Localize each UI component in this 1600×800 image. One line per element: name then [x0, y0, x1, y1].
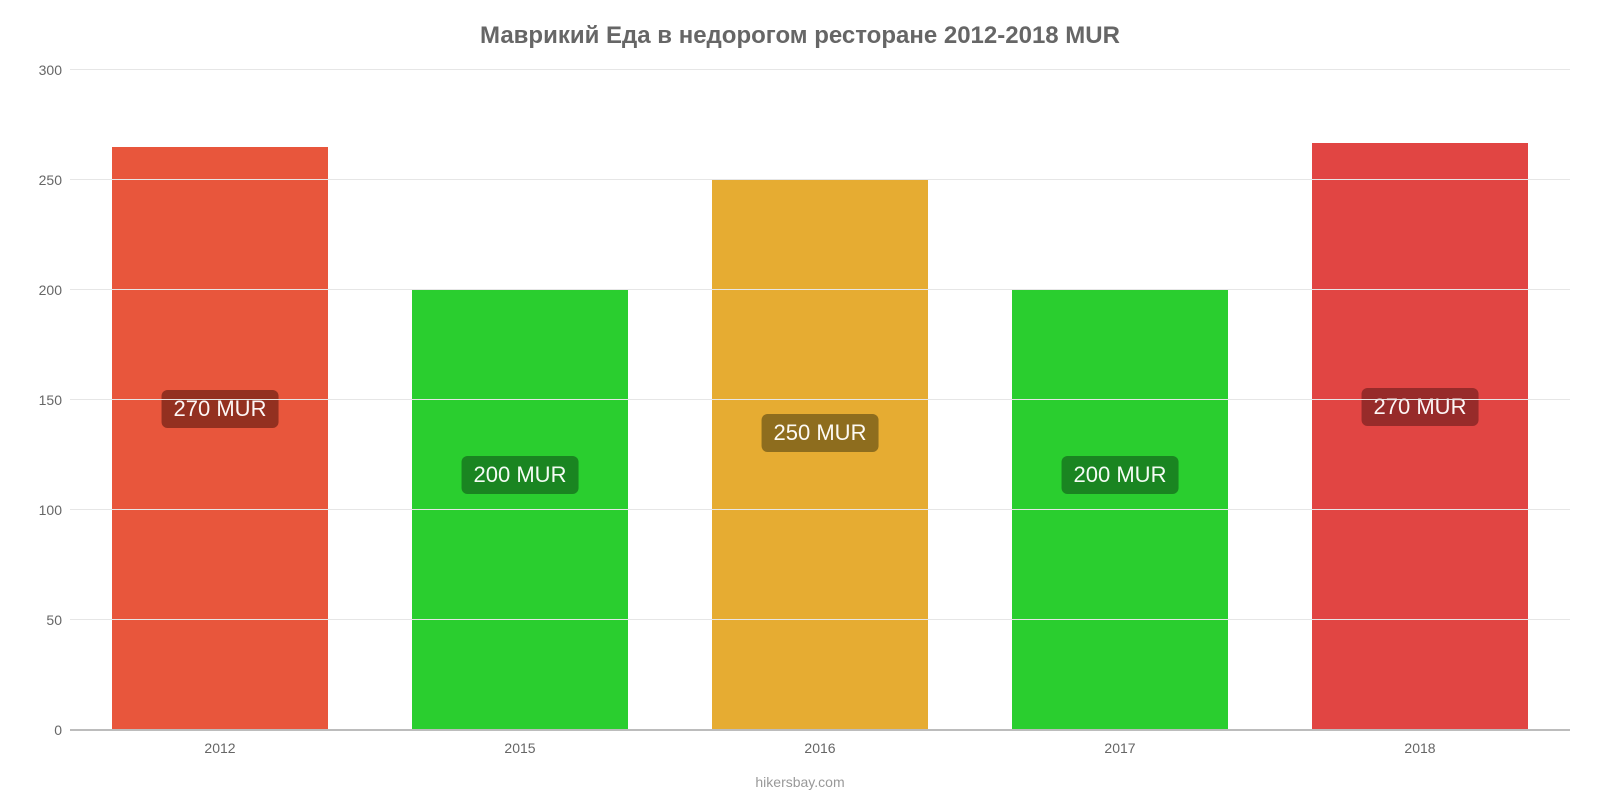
ytick-label: 50 [46, 612, 62, 628]
ytick-label: 150 [39, 392, 62, 408]
bar-slot: 200 MUR2017 [970, 70, 1270, 730]
value-badge: 200 MUR [1062, 456, 1179, 494]
grid-line [70, 399, 1570, 400]
bars-container: 270 MUR2012200 MUR2015250 MUR2016200 MUR… [70, 70, 1570, 730]
bar: 270 MUR [112, 147, 328, 730]
chart-title: Маврикий Еда в недорогом ресторане 2012-… [0, 22, 1600, 50]
grid-line [70, 509, 1570, 510]
grid-line [70, 289, 1570, 290]
source-caption: hikersbay.com [0, 774, 1600, 790]
bar: 270 MUR [1312, 143, 1528, 730]
ytick-label: 200 [39, 282, 62, 298]
grid-line [70, 69, 1570, 70]
bar-slot: 250 MUR2016 [670, 70, 970, 730]
grid-line [70, 179, 1570, 180]
xtick-label: 2012 [204, 740, 235, 756]
bar: 250 MUR [712, 180, 928, 730]
plot-area: 270 MUR2012200 MUR2015250 MUR2016200 MUR… [70, 70, 1570, 730]
ytick-label: 100 [39, 502, 62, 518]
value-badge: 270 MUR [162, 390, 279, 428]
grid-line [70, 619, 1570, 620]
value-badge: 250 MUR [762, 414, 879, 452]
bar-slot: 270 MUR2012 [70, 70, 370, 730]
ytick-label: 0 [54, 722, 62, 738]
bar-slot: 200 MUR2015 [370, 70, 670, 730]
xtick-label: 2015 [504, 740, 535, 756]
xtick-label: 2017 [1104, 740, 1135, 756]
bar-slot: 270 MUR2018 [1270, 70, 1570, 730]
bar: 200 MUR [412, 290, 628, 730]
value-badge: 200 MUR [462, 456, 579, 494]
xtick-label: 2018 [1404, 740, 1435, 756]
value-badge: 270 MUR [1362, 388, 1479, 426]
xtick-label: 2016 [804, 740, 835, 756]
bar: 200 MUR [1012, 290, 1228, 730]
ytick-label: 250 [39, 172, 62, 188]
ytick-label: 300 [39, 62, 62, 78]
baseline [70, 729, 1570, 731]
bar-chart: Маврикий Еда в недорогом ресторане 2012-… [0, 0, 1600, 800]
